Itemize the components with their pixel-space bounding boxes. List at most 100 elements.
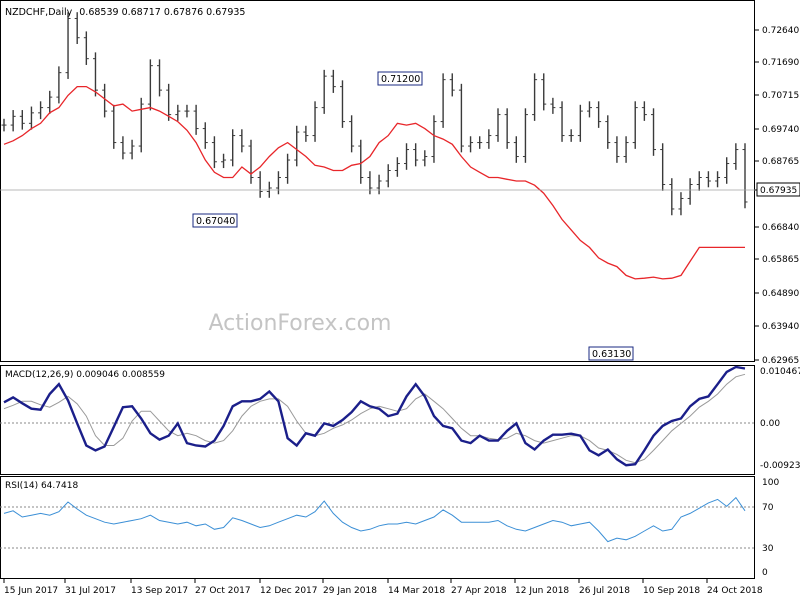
- price-bar: [449, 73, 455, 97]
- price-bar: [248, 139, 254, 184]
- price-bar: [431, 115, 437, 163]
- watermark: ActionForex.com: [209, 311, 392, 336]
- price-bar: [586, 101, 592, 118]
- price-bar: [394, 157, 400, 177]
- price-bar: [577, 104, 583, 142]
- price-bar: [623, 136, 629, 163]
- price-axis: 0.72640 0.71690 0.70715 0.69740 0.68765 0.668…: [755, 26, 799, 366]
- price-panel: NZDCHF,Daily 0.68539 0.68717 0.67876 0.6…: [0, 0, 755, 362]
- rsi-axis-label: 30: [762, 544, 774, 554]
- price-bar: [641, 101, 647, 121]
- price-bar: [696, 171, 702, 191]
- rsi-series: [3, 496, 746, 543]
- price-axis-label: 0.64890: [762, 289, 799, 299]
- price-bar: [724, 157, 730, 184]
- price-bar: [440, 73, 446, 128]
- price-bar: [138, 97, 144, 153]
- price-bar: [495, 108, 501, 142]
- price-bar: [38, 101, 44, 120]
- price-bar: [541, 73, 547, 111]
- macd-panel: MACD(12,26,9) 0.009046 0.008559: [0, 365, 755, 475]
- macd-line: [3, 365, 746, 467]
- price-bar: [312, 101, 318, 142]
- price-bar: [477, 136, 483, 149]
- price-bar: [83, 31, 89, 65]
- macd-panel-frame: [0, 365, 755, 475]
- price-bar: [422, 150, 428, 167]
- price-axis-label: 0.71690: [762, 58, 799, 68]
- price-bar: [19, 110, 25, 130]
- price-annotation-label: 0.67040: [196, 216, 235, 227]
- time-axis-label: 27 Apr 2018: [451, 586, 507, 596]
- time-axis-label: 13 Sep 2017: [131, 586, 188, 596]
- price-bar: [321, 69, 327, 114]
- price-bar: [513, 136, 519, 163]
- price-bar: [669, 178, 675, 216]
- price-bar: [522, 108, 528, 163]
- price-bar: [221, 153, 227, 169]
- price-bar: [651, 108, 657, 156]
- macd-axis-label: 0.010467: [760, 367, 800, 377]
- price-bar: [733, 143, 739, 170]
- current-price-tag-box: [756, 182, 800, 197]
- price-bar: [294, 125, 300, 167]
- price-bar: [193, 104, 199, 135]
- price-annotation: 0.63130: [588, 346, 634, 361]
- price-bar: [175, 104, 181, 121]
- rsi-axis-label: 0: [762, 568, 768, 578]
- price-bar: [202, 122, 208, 149]
- price-bar: [120, 136, 126, 160]
- price-panel-header: NZDCHF,Daily 0.68539 0.68717 0.67876 0.6…: [5, 7, 245, 18]
- macd-axis-label: -0.009231: [760, 461, 800, 471]
- time-axis-label: 27 Oct 2017: [195, 586, 251, 596]
- rsi-axis-label: 70: [762, 503, 774, 513]
- macd-title: MACD(12,26,9) 0.009046 0.008559: [5, 370, 165, 380]
- time-axis-label: 29 Jan 2018: [323, 586, 377, 596]
- price-bar: [339, 80, 345, 128]
- price-bar: [632, 101, 638, 149]
- price-bar: [166, 83, 172, 121]
- price-bar: [349, 115, 355, 153]
- time-axis-label: 12 Jun 2018: [515, 586, 569, 596]
- price-bars: [1, 12, 748, 216]
- price-bar: [660, 143, 666, 191]
- price-axis-label: 0.66840: [762, 223, 799, 233]
- time-axis-label: 12 Dec 2017: [260, 586, 318, 596]
- price-bar: [705, 171, 711, 188]
- price-annotation-label: 0.63130: [592, 349, 631, 360]
- price-bar: [468, 136, 474, 153]
- time-axis: 15 Jun 2017 31 Jul 2017 13 Sep 2017 27 Oct …: [3, 579, 763, 596]
- price-bar: [504, 108, 510, 149]
- price-bar: [211, 136, 217, 169]
- price-bar: [111, 104, 117, 149]
- price-bar: [550, 97, 556, 114]
- price-bar: [532, 73, 538, 121]
- macd-axis: 0.010467 0.00 -0.009231: [760, 367, 800, 471]
- price-bar: [47, 90, 53, 114]
- price-annotation: 0.71200: [377, 71, 423, 86]
- time-axis-label: 14 Mar 2018: [388, 586, 445, 596]
- price-axis-label: 0.62965: [762, 356, 799, 366]
- price-panel-frame: [0, 0, 755, 362]
- price-axis-label: 0.65865: [762, 255, 799, 265]
- price-bar: [257, 171, 263, 198]
- current-price-tag-text: 0.67935: [760, 186, 797, 196]
- rsi-panel-frame: [0, 476, 755, 579]
- price-bar: [65, 12, 71, 79]
- price-bar: [184, 104, 190, 118]
- price-bar: [568, 129, 574, 142]
- price-bar: [367, 171, 373, 195]
- price-axis-label: 0.72640: [762, 26, 799, 36]
- price-bar: [102, 83, 108, 118]
- time-axis-label: 15 Jun 2017: [4, 586, 58, 596]
- time-axis-label: 24 Oct 2018: [707, 586, 763, 596]
- moving-average-line: [3, 85, 745, 280]
- price-bar: [239, 129, 245, 153]
- price-bar: [330, 69, 336, 93]
- price-bar: [275, 171, 281, 195]
- current-price-tag: 0.67935: [756, 182, 800, 197]
- macd-series: [3, 365, 746, 467]
- price-bar: [486, 129, 492, 149]
- macd-axis-label: 0.00: [760, 419, 780, 429]
